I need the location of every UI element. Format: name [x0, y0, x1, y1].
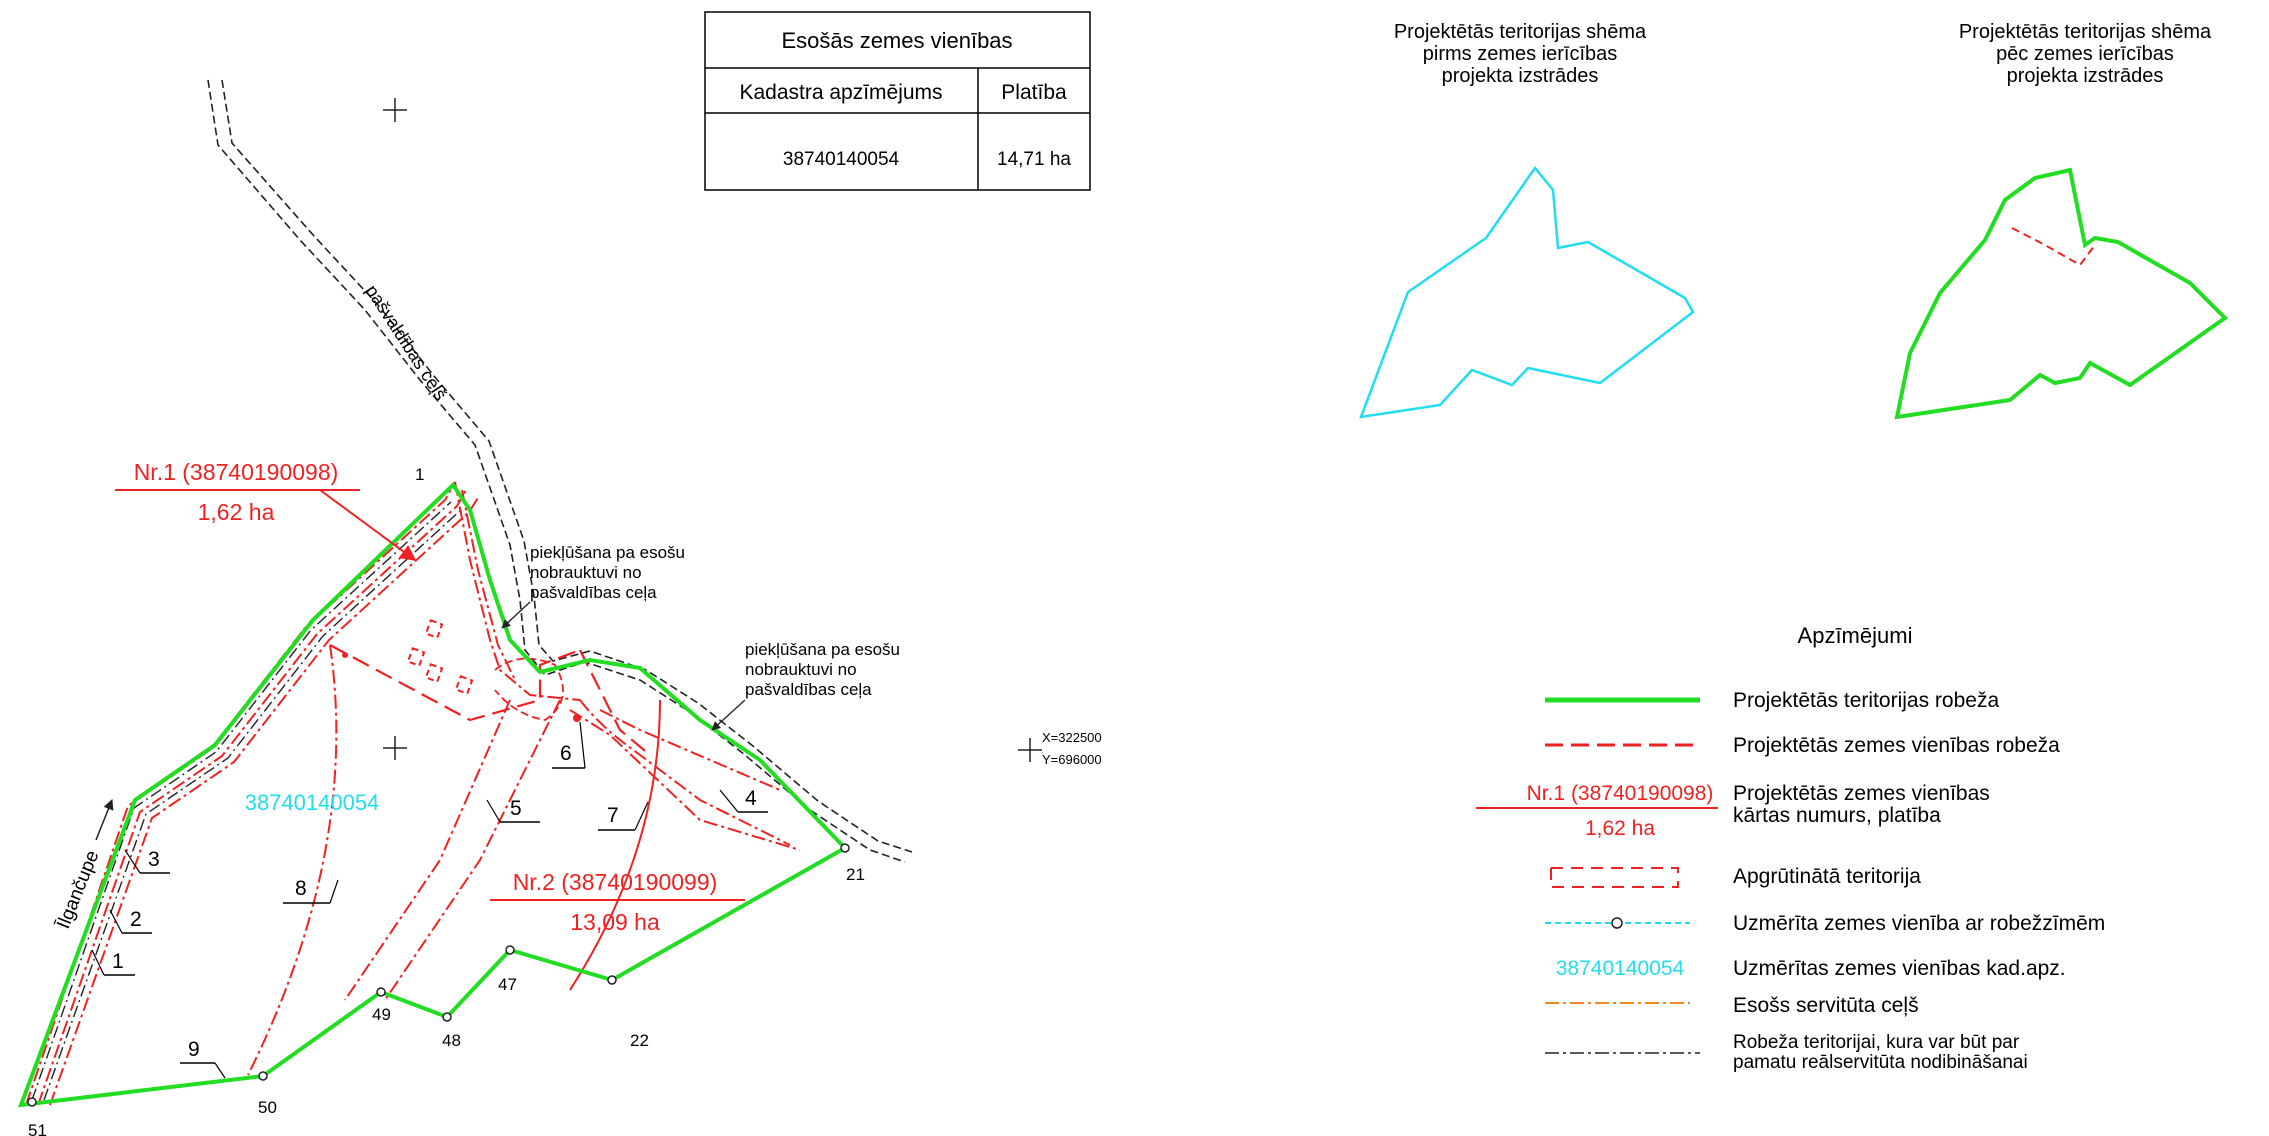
point-label-47: 47: [498, 975, 517, 994]
existing-cadastre-label: 38740140054: [245, 790, 380, 815]
scheme-before-title-3: projekta izstrādes: [1442, 65, 1599, 87]
legend-sample-unit-area: 1,62 ha: [1585, 817, 1655, 840]
servitude-num-3: 3: [148, 848, 160, 871]
legend-label-unit-number-2: kārtas numurs, platība: [1733, 804, 1941, 827]
table-title: Esošās zemes vienības: [781, 28, 1012, 53]
scheme-after: Projektētās teritorijas shēma pēc zemes …: [1894, 21, 2229, 420]
dot-left-marker: [342, 652, 348, 658]
grid-crosses: [383, 98, 1042, 762]
road-label: pašvaldības ceļš: [362, 281, 451, 404]
legend-label-real-servitude-1: Robeža teritorijai, kura var būt par: [1733, 1032, 2020, 1053]
unit-2-label: Nr.2 (38740190099) 13,09 ha: [490, 869, 745, 935]
servitude-num-1: 1: [112, 950, 124, 973]
servitude-num-9: 9: [188, 1038, 200, 1061]
svg-text:nobrauktuvi no: nobrauktuvi no: [745, 660, 857, 679]
servitude-num-4: 4: [745, 787, 757, 810]
river-label: Īlgančupe: [53, 848, 103, 932]
svg-text:pašvaldības ceļa: pašvaldības ceļa: [530, 583, 657, 602]
table-row-area: 14,71 ha: [997, 149, 1071, 170]
scheme-after-title-1: Projektētās teritorijas shēma: [1959, 21, 2212, 43]
legend-label-territory: Projektētās teritorijas robeža: [1733, 689, 1999, 712]
servitude-num-6: 6: [560, 742, 572, 765]
legend-swatch-encumbrance: [1550, 867, 1679, 888]
existing-units-table: Esošās zemes vienības Kadastra apzīmējum…: [704, 11, 1091, 191]
svg-text:piekļūšana pa esošu: piekļūšana pa esošu: [745, 640, 900, 659]
svg-text:Nr.1 (38740190098): Nr.1 (38740190098): [134, 459, 339, 485]
projected-unit-boundary: [329, 644, 651, 756]
scheme-after-title-3: projekta izstrādes: [2007, 65, 2164, 87]
svg-text:1,62 ha: 1,62 ha: [198, 499, 275, 525]
servitude-num-2: 2: [130, 908, 142, 931]
table-row-cadastre: 38740140054: [783, 149, 900, 170]
legend-title: Apzīmējumi: [1798, 623, 1913, 648]
coord-y: Y=696000: [1042, 752, 1102, 767]
legend-label-real-servitude-2: pamatu reālservitūta nodibināšanai: [1733, 1052, 2028, 1073]
point-label-51: 51: [28, 1121, 47, 1136]
svg-text:13,09 ha: 13,09 ha: [570, 909, 660, 935]
legend-label-servitude-road: Esošs servitūta ceļš: [1733, 994, 1919, 1017]
survey-points: [27, 843, 850, 1107]
legend-label-surveyed: Uzmērīta zemes vienība ar robežzīmēm: [1733, 912, 2105, 935]
coord-x: X=322500: [1042, 730, 1102, 745]
point-label-50: 50: [258, 1098, 277, 1117]
servitude-numbers: 1 2 3 4 5 6 7 8 9: [91, 721, 768, 1079]
scheme-after-title-2: pēc zemes ierīcības: [1996, 43, 2174, 65]
unit-1-label: Nr.1 (38740190098) 1,62 ha: [115, 459, 417, 561]
servitude-roads-inner: [247, 481, 801, 1076]
point-label-1: 1: [415, 465, 424, 484]
point-label-22: 22: [630, 1031, 649, 1050]
servitude-num-7: 7: [607, 804, 619, 827]
legend-label-unit: Projektētās zemes vienības robeža: [1733, 734, 2060, 757]
point-labels: 1 21 22 47 48 49 50 51: [28, 465, 865, 1136]
servitude-num-8: 8: [295, 877, 307, 900]
table-col-cadastre: Kadastra apzīmējums: [739, 81, 942, 104]
legend: Apzīmējumi Projektētās teritorijas robež…: [1476, 623, 2105, 1073]
servitude-7-line: [569, 699, 661, 991]
table-col-area: Platība: [1001, 81, 1067, 104]
svg-text:nobrauktuvi no: nobrauktuvi no: [530, 563, 642, 582]
point-label-21: 21: [846, 865, 865, 884]
point-label-49: 49: [372, 1005, 391, 1024]
scheme-before-title-1: Projektētās teritorijas shēma: [1394, 21, 1647, 43]
municipal-road: [207, 79, 913, 863]
legend-label-unit-number-1: Projektētās zemes vienības: [1733, 782, 1990, 805]
legend-sample-cadastre: 38740140054: [1556, 957, 1685, 980]
legend-label-encumbrance: Apgrūtinātā teritorija: [1733, 865, 1921, 888]
access-note-2: piekļūšana pa esošu nobrauktuvi no pašva…: [711, 640, 900, 731]
point-6-marker: [573, 714, 581, 722]
encumbrance-markers: [406, 619, 474, 695]
main-map: pašvaldības ceļš Īlgančupe: [17, 79, 1102, 1136]
projected-territory-boundary: [17, 481, 849, 1108]
svg-text:pašvaldības ceļa: pašvaldības ceļa: [745, 680, 872, 699]
svg-text:piekļūšana pa esošu: piekļūšana pa esošu: [530, 543, 685, 562]
real-servitude-band: [31, 501, 464, 1101]
point-label-48: 48: [442, 1031, 461, 1050]
legend-sample-unit-number: Nr.1 (38740190098): [1527, 782, 1714, 805]
legend-label-cadastre: Uzmērītas zemes vienības kad.apz.: [1733, 957, 2066, 980]
servitude-num-5: 5: [510, 797, 522, 820]
scheme-before-title-2: pirms zemes ierīcības: [1423, 43, 1618, 65]
scheme-before: Projektētās teritorijas shēma pirms zeme…: [1359, 21, 1695, 419]
access-note-1: piekļūšana pa esošu nobrauktuvi no pašva…: [501, 543, 685, 629]
access-loop: [494, 657, 564, 721]
svg-text:Nr.2 (38740190099): Nr.2 (38740190099): [513, 869, 718, 895]
river-arrow: [95, 799, 114, 841]
